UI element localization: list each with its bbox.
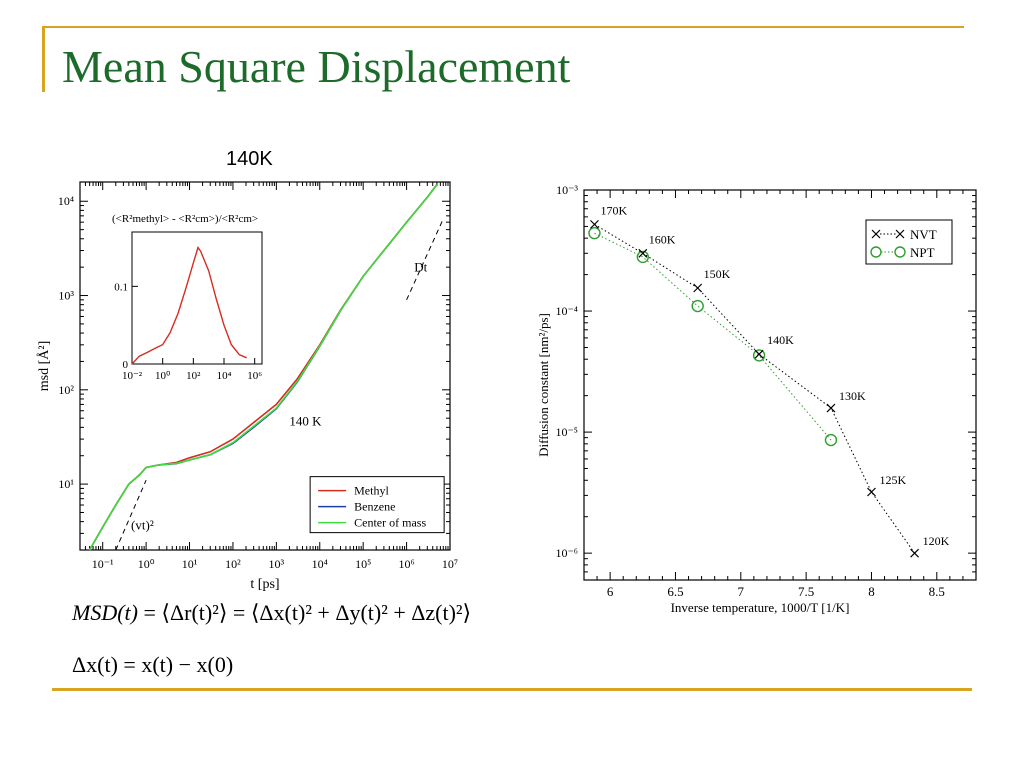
npt-marker [691,299,704,313]
msd-x-tick-label: 10⁷ [442,557,458,571]
legend-npt-label: NPT [910,245,935,260]
diff-x-tick-label: 7.5 [798,584,814,599]
top-rule [42,26,964,28]
diff-x-tick-label: 8.5 [929,584,945,599]
diff-y-tick-label: 10⁻⁴ [555,304,578,318]
page-title: Mean Square Displacement [62,41,571,92]
diff-y-axis-label: Diffusion constant [nm²/ps] [536,313,551,457]
msd-formula: MSD(t) = ⟨Δr(t)²⟩ = ⟨Δx(t)² + Δy(t)² + Δ… [72,600,471,626]
nvt-temperature-label: 120K [923,534,950,548]
nvt-marker-stroke [638,248,648,258]
diff-y-tick-label: 10⁻⁵ [555,425,578,439]
diff-x-tick-label: 8 [868,584,875,599]
inset-x-tick-label: 10⁴ [217,370,232,382]
inset-plot-frame [131,231,263,365]
nvt-marker [867,487,876,497]
msd-dt-annotation: Dt [414,259,427,274]
msd-vt-annotation: (vt)² [131,517,154,532]
inset-x-tick-label: 10⁻² [122,370,143,382]
inset-x-tick-label: 10⁰ [155,370,171,382]
npt-marker [636,250,650,264]
msd-x-tick-label: 10⁴ [312,557,328,571]
inset-x-tick-label: 10⁶ [247,370,262,382]
inset-title: (<R²methyl> - <R²cm>)/<R²cm> [112,213,258,225]
chart-temperature-label: 140K [226,148,273,170]
npt-marker [752,349,766,362]
title-accent-bar [42,26,45,92]
equals-sign: = [143,600,162,625]
msd-legend-label: Benzene [354,500,395,514]
msd-formula-rhs: ⟨Δx(t)² + Δy(t)² + Δz(t)²⟩ [250,600,472,625]
npt-marker [588,226,601,240]
msd-x-tick-label: 10⁵ [355,557,371,571]
msd-x-tick-label: 10⁰ [138,557,155,571]
nvt-marker [638,248,648,258]
diff-legend-box [865,219,953,265]
inset-y-tick-label: 0 [123,359,129,371]
inset-x-tick-label: 10² [186,370,201,382]
legend-nvt-marker [895,229,905,239]
msd-x-axis-label: t [ps] [250,577,279,592]
msd-vt-guide [115,479,147,551]
nvt-marker [910,548,920,558]
inset-y-tick-label: 0.1 [114,281,128,293]
nvt-temperature-label: 130K [839,389,866,403]
nvt-marker [590,219,599,229]
inset-series-line [131,245,247,365]
msd-legend-label: Center of mass [354,516,426,530]
msd-y-axis-label: msd [Å²] [36,341,52,391]
nvt-temperature-label: 160K [649,232,676,246]
msd-chart: 10⁻¹ 10⁰ 10¹ 10² 10³ 10⁴ 10⁵ 10⁶ 10⁷ 10¹ 10² 10³ 10⁴… [34,168,464,600]
nvt-temperature-label: 140K [767,333,794,347]
nvt-marker-stroke [910,548,920,558]
equals-sign: = [232,600,251,625]
nvt-temperature-label: 150K [704,267,731,281]
displacement-formula: Δx(t) = x(t) − x(0) [72,652,234,677]
msd-formula-mid: ⟨Δr(t)²⟩ [161,600,228,625]
msd-formula-lhs: MSD(t) [72,600,138,625]
msd-x-tick-label: 10² [225,557,241,571]
legend-nvt-marker [871,229,881,239]
msd-legend-label: Methyl [354,484,389,498]
diffusion-chart: 6 6.5 7 7.5 8 8.5 10⁻⁶ 10⁻⁵ 10⁻⁴ 10⁻³ Inverse temp… [530,178,982,618]
msd-y-tick-label: 10¹ [58,477,74,491]
diff-x-tick-label: 7 [738,584,745,599]
nvt-marker [826,403,836,413]
msd-y-tick-label: 10³ [58,289,74,303]
msd-x-tick-label: 10¹ [182,557,198,571]
nvt-marker-stroke [590,219,599,229]
msd-x-tick-label: 10³ [269,557,285,571]
nvt-marker-stroke [754,349,764,359]
diff-x-tick-label: 6.5 [667,584,683,599]
diff-x-axis-label: Inverse temperature, 1000/T [1/K] [671,600,850,615]
legend-npt-marker [894,246,906,258]
nvt-marker [693,283,703,293]
msd-series-line [88,184,438,551]
msd-x-tick-label: 10⁶ [398,557,414,571]
msd-dt-guide [406,218,444,301]
msd-temperature-annotation: 140 K [289,413,322,428]
msd-y-tick-label: 10⁴ [58,194,74,208]
nvt-temperature-label: 125K [879,473,906,487]
bottom-rule [52,688,972,691]
msd-x-tick-label: 10⁻¹ [92,557,114,571]
nvt-marker-stroke [867,487,876,497]
nvt-temperature-label: 170K [600,203,627,217]
nvt-marker-stroke [826,403,836,413]
msd-y-tick-label: 10² [58,383,74,397]
diff-y-tick-label: 10⁻³ [556,183,578,197]
diff-y-tick-label: 10⁻⁶ [555,546,578,560]
npt-marker [824,433,838,447]
legend-nvt-label: NVT [910,227,937,242]
nvt-marker-stroke [693,283,703,293]
diff-x-tick-label: 6 [607,584,614,599]
nvt-marker [754,349,764,359]
